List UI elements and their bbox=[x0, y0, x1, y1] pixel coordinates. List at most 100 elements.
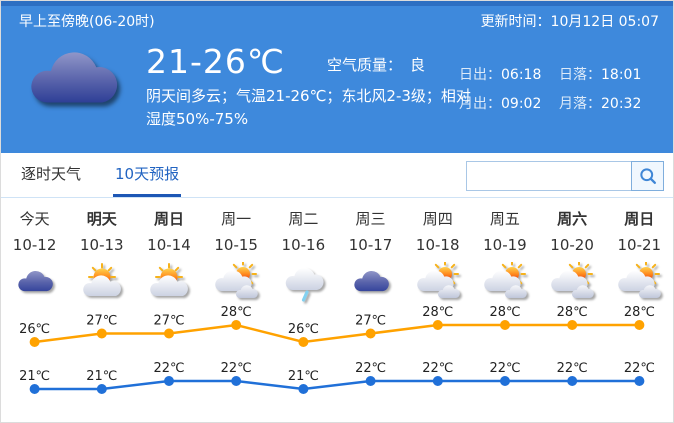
weather-description: 阴天间多云；气温21-26℃；东北风2-3级；相对湿度50%-75% bbox=[146, 87, 471, 129]
low-temp-point bbox=[29, 384, 40, 394]
high-temp-label: 28℃ bbox=[624, 305, 655, 320]
low-temp-label: 22℃ bbox=[153, 361, 184, 376]
search-icon bbox=[639, 168, 656, 185]
day-label: 周日 bbox=[153, 210, 184, 228]
high-temp-label: 28℃ bbox=[489, 305, 520, 320]
search-input[interactable] bbox=[466, 161, 631, 191]
day-label: 周二 bbox=[288, 210, 319, 228]
day-date: 10-21 bbox=[617, 236, 662, 254]
high-temp-point bbox=[96, 328, 107, 339]
low-temp-label: 22℃ bbox=[557, 361, 588, 376]
day-date: 10-14 bbox=[147, 236, 191, 254]
high-temp-point bbox=[432, 320, 443, 330]
day-date: 10-17 bbox=[348, 236, 393, 254]
forecast-day-column: 周六 10-20 bbox=[539, 198, 606, 304]
high-temp-label: 27℃ bbox=[86, 313, 117, 328]
high-temp-label: 26℃ bbox=[288, 322, 319, 337]
day-label: 周五 bbox=[489, 210, 520, 228]
high-temp-label: 27℃ bbox=[355, 313, 386, 328]
forecast-day-column: 周三 10-17 bbox=[337, 198, 404, 304]
high-temp-line bbox=[34, 323, 640, 344]
day-label: 周六 bbox=[557, 210, 588, 228]
sun-moon-times: 日出：06:18 日落：18:01 月出：09:02 月落：20:32 bbox=[459, 64, 659, 113]
low-temp-line bbox=[34, 379, 640, 391]
low-temp-label: 22℃ bbox=[489, 361, 520, 376]
low-temp-point bbox=[500, 376, 510, 386]
day-label: 今天 bbox=[19, 210, 50, 228]
day-date: 10-18 bbox=[415, 236, 460, 254]
weather-icon-clouds-sun bbox=[404, 260, 471, 304]
day-label: 明天 bbox=[86, 210, 117, 228]
current-weather-panel: 21-26℃ 空气质量： 良 阴天间多云；气温21-26℃；东北风2-3级；相对湿… bbox=[1, 36, 673, 153]
tab-10-day-forecast[interactable]: 10天预报 bbox=[113, 153, 182, 197]
high-temp-point bbox=[298, 337, 309, 347]
sunset-time: 日落：18:01 bbox=[559, 67, 642, 83]
moonrise-time: 月出：09:02 bbox=[459, 96, 542, 112]
low-temp-point bbox=[298, 384, 309, 394]
weather-icon-clouds-sun bbox=[471, 260, 538, 304]
weather-icon-sun-cloud bbox=[68, 260, 135, 304]
period-label: 早上至傍晚(06-20时) bbox=[19, 14, 155, 30]
high-temp-point bbox=[29, 337, 40, 347]
low-temp-label: 21℃ bbox=[86, 369, 117, 384]
update-time-label: 更新时间：10月12日 05:07 bbox=[480, 14, 659, 30]
low-temp-label: 22℃ bbox=[624, 361, 655, 376]
day-date: 10-13 bbox=[79, 236, 124, 254]
tab-hourly-weather[interactable]: 逐时天气 bbox=[21, 165, 82, 183]
high-temp-label: 26℃ bbox=[19, 322, 50, 337]
top-accent-strip bbox=[1, 1, 673, 6]
search-box bbox=[466, 161, 664, 191]
high-temp-label: 27℃ bbox=[153, 313, 184, 328]
high-temp-point bbox=[567, 320, 578, 330]
moonset-time: 月落：20:32 bbox=[559, 96, 642, 112]
search-button[interactable] bbox=[631, 161, 664, 191]
low-temp-point bbox=[432, 376, 443, 386]
low-temp-point bbox=[164, 376, 174, 386]
forecast-section: 今天 10-12 明天 10-13 周日 10-14 周一 10-15 周二 10-16 … bbox=[1, 198, 673, 422]
high-temp-point bbox=[365, 328, 376, 339]
temperature-chart: 26℃ 27℃ 27℃ 28℃ 26℃ 27℃ 28℃ 28℃ 28℃ 28℃ 21℃ 21℃ 22℃ 2… bbox=[1, 304, 673, 422]
day-label: 周三 bbox=[355, 210, 386, 228]
low-temp-label: 21℃ bbox=[288, 369, 319, 384]
low-temp-label: 22℃ bbox=[355, 361, 386, 376]
forecast-day-column: 周四 10-18 bbox=[404, 198, 471, 304]
low-temp-point bbox=[365, 376, 376, 386]
air-quality: 空气质量： 良 bbox=[327, 54, 425, 75]
day-date: 10-12 bbox=[12, 236, 57, 254]
high-temp-point bbox=[634, 320, 645, 330]
high-temp-point bbox=[164, 328, 174, 339]
tab-bar: 逐时天气 10天预报 bbox=[1, 153, 673, 198]
temperature-range: 21-26℃ bbox=[146, 42, 285, 81]
weather-icon-sun-cloud bbox=[135, 260, 202, 304]
forecast-day-column: 周日 10-14 bbox=[135, 198, 202, 304]
day-date: 10-16 bbox=[281, 236, 326, 254]
day-date: 10-19 bbox=[483, 236, 527, 254]
day-date: 10-15 bbox=[214, 236, 258, 254]
low-temp-point bbox=[634, 376, 645, 386]
high-temp-point bbox=[500, 320, 510, 330]
current-summary: 21-26℃ 空气质量： 良 阴天间多云；气温21-26℃；东北风2-3级；相对湿… bbox=[146, 42, 484, 132]
day-label: 周日 bbox=[624, 210, 655, 228]
air-quality-label: 空气质量： bbox=[326, 56, 402, 74]
weather-icon-rain bbox=[270, 260, 337, 304]
panel-header: 早上至傍晚(06-20时) 更新时间：10月12日 05:07 bbox=[1, 6, 673, 36]
low-temp-point bbox=[231, 376, 242, 386]
overcast-cloud-icon bbox=[31, 52, 118, 103]
weather-icon-overcast bbox=[1, 260, 68, 304]
low-temp-point bbox=[567, 376, 578, 386]
forecast-day-column: 周日 10-21 bbox=[606, 198, 673, 304]
weather-icon-clouds-sun bbox=[539, 260, 606, 304]
day-date: 10-20 bbox=[550, 236, 594, 254]
forecast-day-columns: 今天 10-12 明天 10-13 周日 10-14 周一 10-15 周二 10-16 … bbox=[1, 198, 673, 304]
forecast-day-column: 周二 10-16 bbox=[270, 198, 337, 304]
weather-icon-overcast bbox=[337, 260, 404, 304]
forecast-day-column: 周一 10-15 bbox=[203, 198, 270, 304]
sunrise-time: 日出：06:18 bbox=[459, 67, 542, 83]
high-temp-label: 28℃ bbox=[221, 305, 252, 320]
low-temp-label: 22℃ bbox=[221, 361, 252, 376]
low-temp-label: 22℃ bbox=[422, 361, 453, 376]
weather-icon-clouds-sun bbox=[606, 260, 673, 304]
low-temp-label: 21℃ bbox=[19, 369, 50, 384]
air-quality-value: 良 bbox=[409, 56, 425, 74]
high-temp-label: 28℃ bbox=[557, 305, 588, 320]
